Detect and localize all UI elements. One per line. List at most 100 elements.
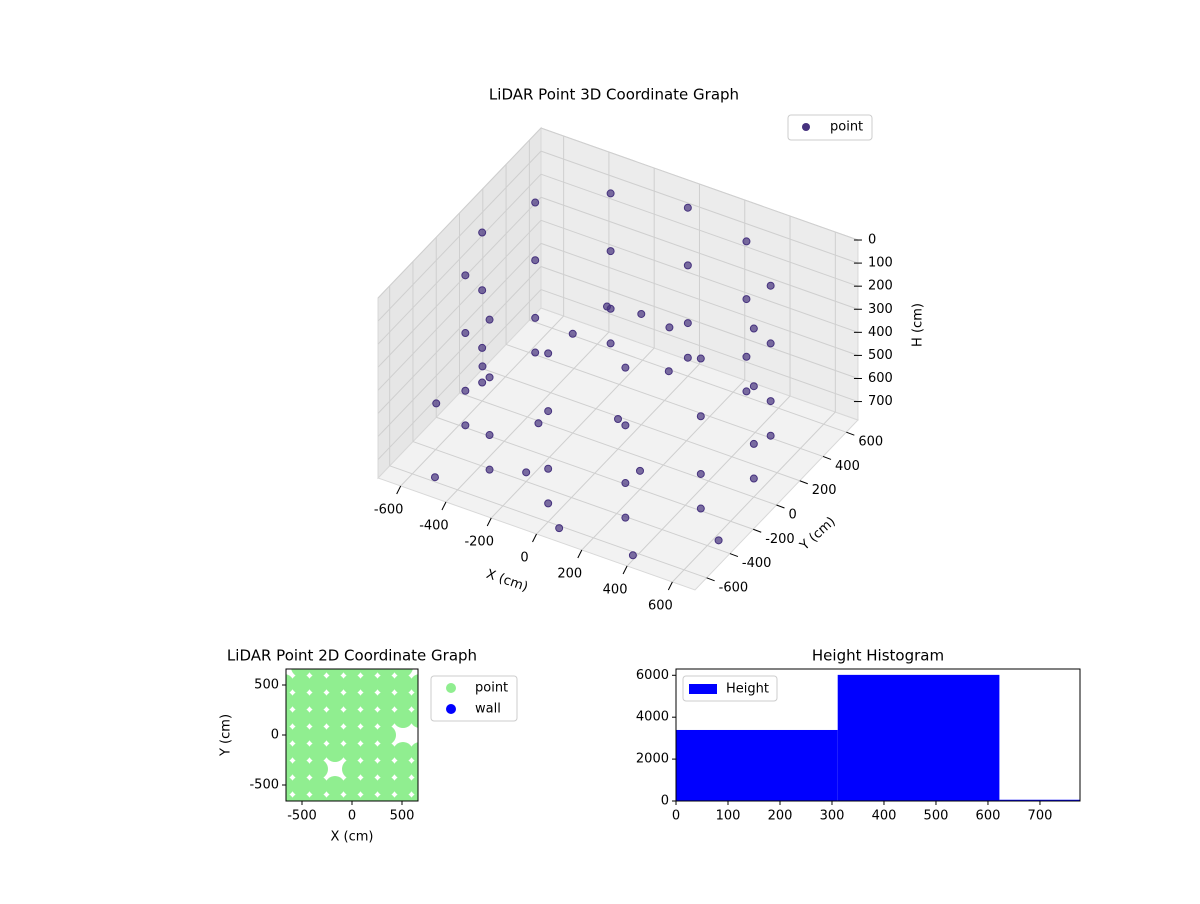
point <box>291 725 311 745</box>
x-tick-label: 500 <box>390 809 415 824</box>
z-tick-label: 200 <box>868 279 893 294</box>
point <box>393 759 413 779</box>
point <box>325 793 345 801</box>
y-tick-label: 4000 <box>636 710 669 725</box>
y-tick-label: -500 <box>249 778 279 793</box>
point <box>291 669 311 677</box>
bar <box>837 674 1000 801</box>
legend-patch <box>689 684 717 694</box>
point <box>410 691 418 711</box>
point <box>308 674 328 694</box>
grid-line <box>377 127 542 299</box>
x-tick-label: 300 <box>820 809 845 824</box>
point <box>485 431 494 440</box>
point <box>410 708 418 728</box>
point <box>342 674 362 694</box>
grid-line <box>540 242 859 356</box>
tick-mark <box>846 431 855 436</box>
legend-marker <box>446 704 456 714</box>
x-tick-label: -400 <box>419 518 449 533</box>
grid-line <box>540 173 859 287</box>
point <box>342 669 362 677</box>
point <box>696 469 705 478</box>
tick-mark <box>822 455 832 460</box>
point <box>478 362 487 371</box>
point <box>376 691 396 711</box>
point <box>742 387 751 396</box>
point <box>342 742 362 762</box>
grid-line <box>377 150 542 322</box>
bar <box>676 729 838 801</box>
point <box>606 339 615 348</box>
point <box>621 363 630 372</box>
point <box>478 228 487 237</box>
y-tick-label: -400 <box>742 556 772 571</box>
point <box>291 742 311 762</box>
point <box>531 256 540 265</box>
z-tick-label: 600 <box>868 371 893 386</box>
legend-box <box>682 675 778 702</box>
point <box>286 776 294 796</box>
point <box>742 352 751 361</box>
x-tick-label: 400 <box>603 582 628 597</box>
grid-line <box>377 196 542 368</box>
point <box>286 759 294 779</box>
point <box>696 412 705 421</box>
point <box>325 742 345 762</box>
x-tick-label: -500 <box>287 809 317 824</box>
point <box>478 378 487 387</box>
tick-mark <box>729 553 739 558</box>
point <box>286 708 294 728</box>
point <box>291 691 311 711</box>
point <box>410 759 418 779</box>
point <box>410 776 418 796</box>
point <box>478 343 487 352</box>
x-tick-label: 500 <box>924 809 949 824</box>
y-tick-label: 0 <box>271 728 279 743</box>
grid-line <box>540 266 859 379</box>
point <box>325 708 345 728</box>
point <box>766 431 775 440</box>
point <box>544 349 553 358</box>
x-tick-label: 400 <box>872 809 897 824</box>
point <box>376 742 396 762</box>
grid-line <box>377 289 542 460</box>
grid-line <box>377 173 542 345</box>
point <box>531 313 540 322</box>
z-tick-label: 400 <box>868 325 893 340</box>
point <box>291 793 311 801</box>
point <box>621 513 630 522</box>
z-tick-label: 100 <box>868 256 893 271</box>
grid-line <box>377 266 542 437</box>
point <box>534 419 543 428</box>
point <box>485 465 494 474</box>
point <box>478 286 487 295</box>
tick-mark <box>776 504 785 509</box>
point <box>544 499 553 508</box>
point <box>664 367 673 376</box>
point <box>359 759 379 779</box>
axes-frame <box>675 668 1081 802</box>
point <box>432 399 441 408</box>
point <box>325 669 345 677</box>
grid-line <box>529 319 847 433</box>
point <box>342 793 362 801</box>
point <box>696 354 705 363</box>
grid-line <box>377 243 542 414</box>
point <box>376 759 396 779</box>
point <box>359 725 379 745</box>
point <box>286 742 294 762</box>
legend-label: wall <box>475 702 501 717</box>
y-tick-label: 2000 <box>636 752 669 767</box>
point <box>430 473 439 482</box>
grid-line <box>459 392 777 506</box>
grid-line <box>540 127 859 241</box>
point <box>393 776 413 796</box>
point <box>461 329 470 338</box>
x-tick-label: -600 <box>374 502 404 517</box>
tick-mark <box>532 533 537 543</box>
legend-box <box>430 675 518 722</box>
y-tick-label: 0 <box>661 794 669 809</box>
point <box>286 674 294 694</box>
